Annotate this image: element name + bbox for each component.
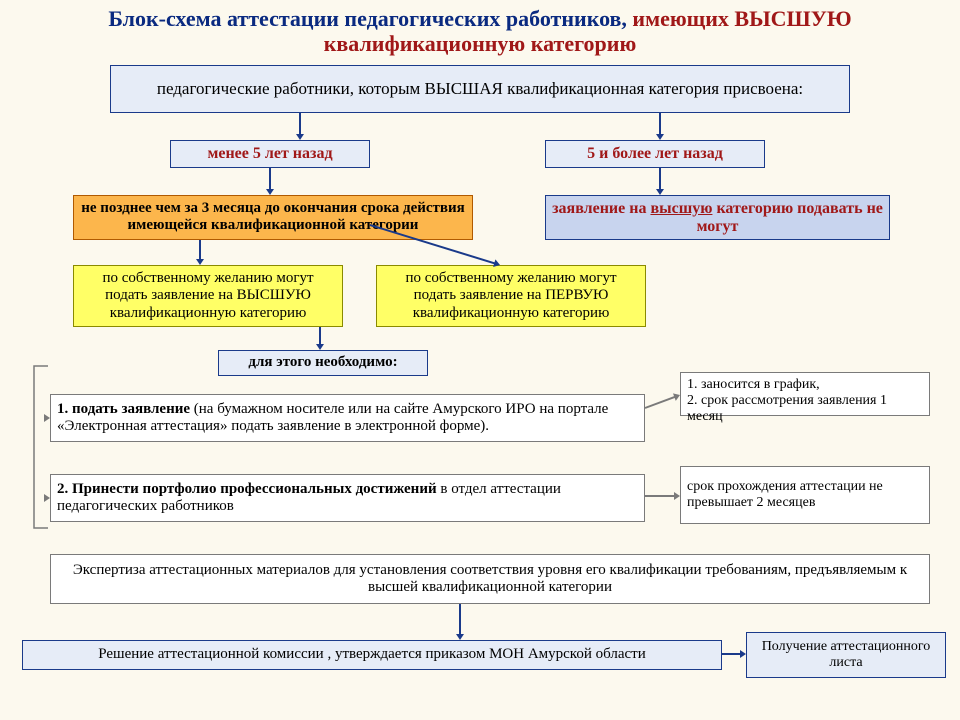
node-n_less5: менее 5 лет назад <box>170 140 370 168</box>
title-part1: Блок-схема аттестации педагогических раб… <box>108 6 627 31</box>
node-n_high: по собственному желанию могут подать зая… <box>73 265 343 327</box>
arrow <box>639 490 686 502</box>
node-n_dec: Решение аттестационной комиссии , утверж… <box>22 640 722 670</box>
node-n_cannot: заявление на высшую категорию подавать н… <box>545 195 890 240</box>
node-n_no3m: не позднее чем за 3 месяца до окончания … <box>73 195 473 240</box>
bracket <box>28 364 52 530</box>
node-n_first: по собственному желанию могут подать зая… <box>376 265 646 327</box>
node-n_exp: Экспертиза аттестационных материалов для… <box>50 554 930 604</box>
node-n_side2: срок прохождения аттестации не превышает… <box>680 466 930 524</box>
page-title: Блок-схема аттестации педагогических раб… <box>0 0 960 61</box>
arrow <box>639 389 686 414</box>
node-n_step2: 2. Принести портфолио профессиональных д… <box>50 474 645 522</box>
arrow <box>454 598 466 646</box>
node-n_top: педагогические работники, которым ВЫСШАЯ… <box>110 65 850 113</box>
node-n_side1: 1. заносится в график,2. срок рассмотрен… <box>680 372 930 416</box>
node-n_list: Получение аттестационного листа <box>746 632 946 678</box>
node-n_step1: 1. подать заявление (на бумажном носител… <box>50 394 645 442</box>
node-n_need: для этого необходимо: <box>218 350 428 376</box>
node-n_more5: 5 и более лет назад <box>545 140 765 168</box>
